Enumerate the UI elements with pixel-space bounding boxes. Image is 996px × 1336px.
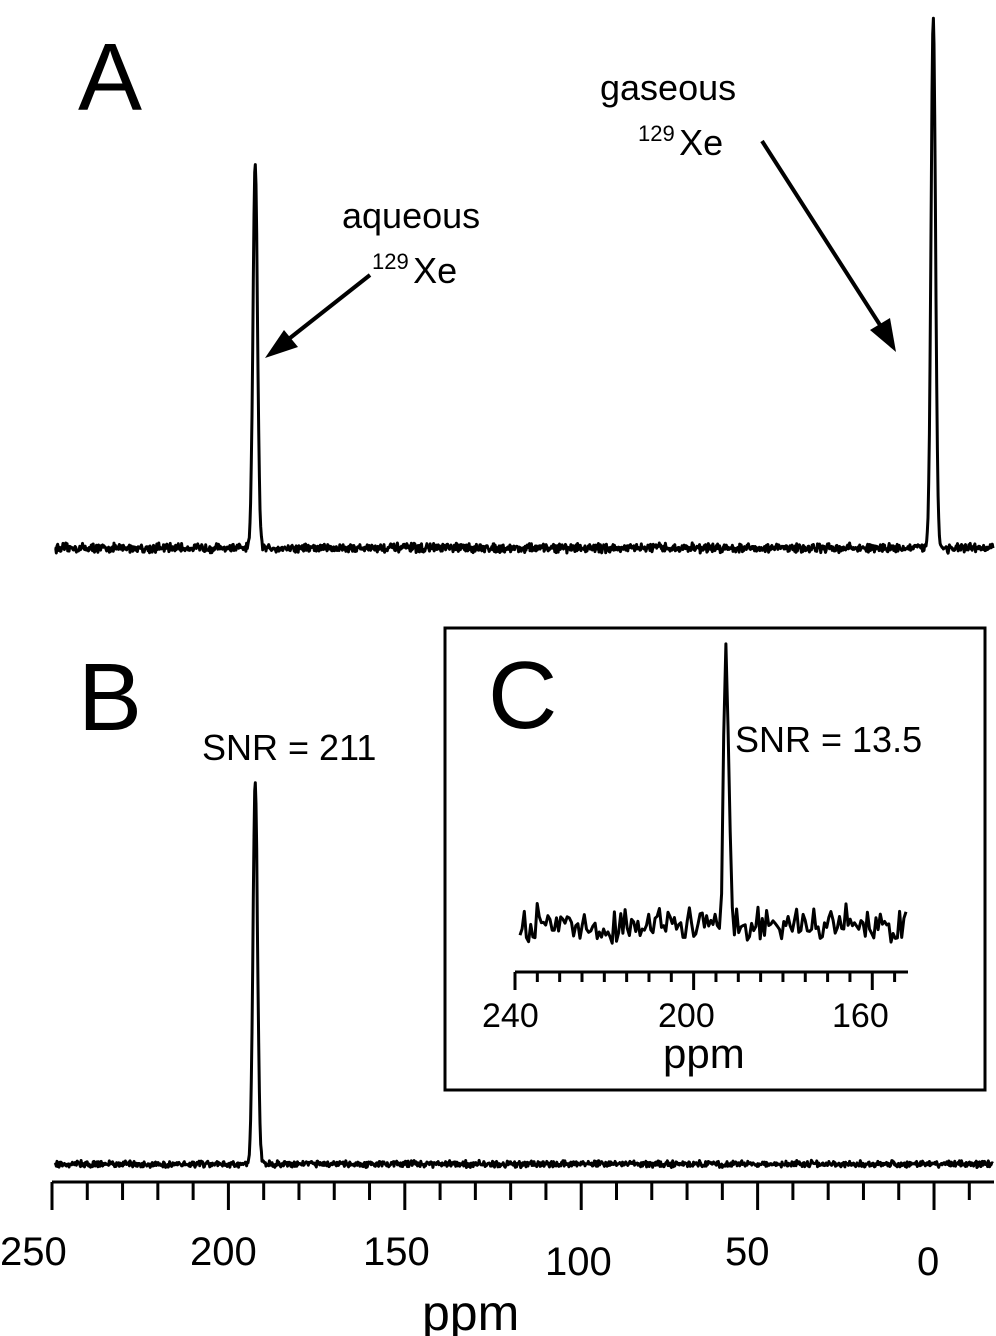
x-tick-label-100: 100 <box>545 1240 612 1284</box>
x-axis-inset-ticks <box>513 972 897 990</box>
aqueous-isotope-label: 129 Xe <box>372 249 457 291</box>
spectrum-b-line <box>53 781 994 1170</box>
gaseous-isotope-label: 129 Xe <box>638 121 723 163</box>
x-tick-label-150: 150 <box>363 1230 430 1274</box>
inset-x-tick-label-200: 200 <box>658 997 715 1035</box>
x-axis-inset: 240 200 160 ppm <box>482 970 908 1077</box>
inset-frame <box>443 626 987 1092</box>
panel-b-letter: B <box>78 644 142 751</box>
panel-a-letter: A <box>78 24 142 131</box>
x-tick-label-50: 50 <box>725 1230 770 1274</box>
snr-c-label: SNR = 13.5 <box>735 719 922 760</box>
inset-x-axis-title: ppm <box>663 1030 745 1077</box>
x-tick-label-250: 250 <box>0 1230 67 1274</box>
spectrum-c-line <box>518 642 908 945</box>
x-axis-main-title: ppm <box>422 1285 519 1336</box>
aqueous-element: Xe <box>413 250 457 291</box>
aqueous-arrow <box>265 273 372 358</box>
panel-b: B SNR = 211 250 200 150 100 50 0 ppm <box>0 644 994 1336</box>
snr-b-label: SNR = 211 <box>202 727 376 768</box>
x-tick-label-0: 0 <box>917 1240 939 1284</box>
aqueous-label: aqueous <box>342 195 480 236</box>
aqueous-isotope-mass: 129 <box>372 249 409 274</box>
gaseous-isotope-mass: 129 <box>638 121 675 146</box>
panel-c-letter: C <box>488 642 557 749</box>
spectrum-a-line <box>54 16 995 555</box>
panel-c-inset: C SNR = 13.5 240 200 160 ppm <box>443 626 987 1092</box>
gaseous-arrow <box>760 139 896 352</box>
x-tick-label-200: 200 <box>190 1230 257 1274</box>
panel-a: A aqueous 129 Xe gaseous 129 Xe <box>54 16 995 555</box>
x-axis-main: 250 200 150 100 50 0 ppm <box>0 1180 994 1336</box>
inset-x-tick-label-160: 160 <box>832 997 889 1035</box>
gaseous-label: gaseous <box>600 67 736 108</box>
x-axis-main-ticks <box>50 1182 971 1210</box>
gaseous-element: Xe <box>679 122 723 163</box>
inset-x-tick-label-240: 240 <box>482 997 539 1035</box>
x-axis-main-tick-labels: 250 200 150 100 50 0 <box>0 1230 939 1284</box>
